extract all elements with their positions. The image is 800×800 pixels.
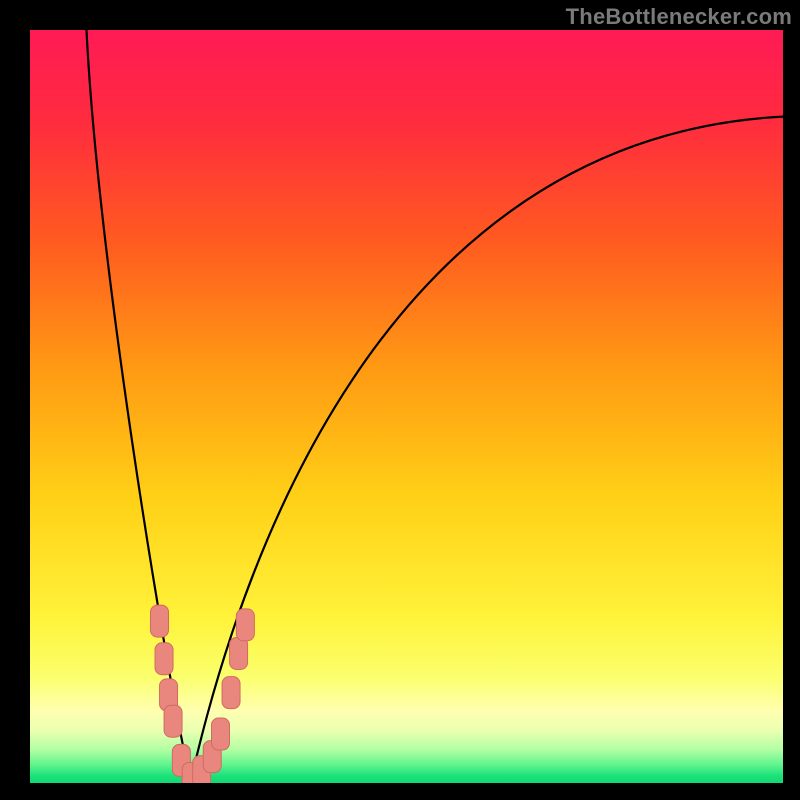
data-marker <box>222 677 240 709</box>
watermark-text: TheBottlenecker.com <box>566 4 792 30</box>
data-marker <box>164 705 182 737</box>
chart-root: TheBottlenecker.com <box>0 0 800 800</box>
data-marker <box>212 718 230 750</box>
data-marker <box>155 643 173 675</box>
bottleneck-chart <box>0 0 800 800</box>
data-marker <box>230 637 248 669</box>
data-marker <box>236 609 254 641</box>
data-marker <box>151 605 169 637</box>
plot-background <box>30 30 783 783</box>
